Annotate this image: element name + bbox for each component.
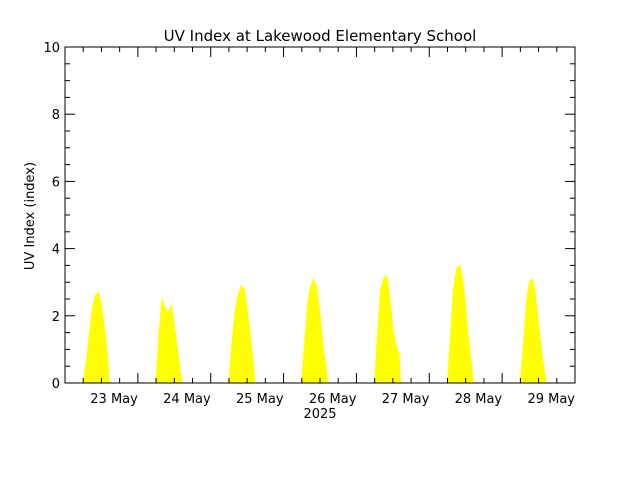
- y-tick-label: 6: [52, 175, 60, 190]
- y-tick-label: 8: [52, 108, 60, 123]
- x-tick-label: 26 May: [309, 392, 357, 407]
- axis-layer: 0 2 4 6 8 10 23 May 24 May 25 May 26 May 27 May 28 …: [43, 41, 576, 407]
- x-tick-label: 29 May: [527, 392, 575, 407]
- x-tick-label: 25 May: [236, 392, 284, 407]
- x-tick-label: 27 May: [382, 392, 430, 407]
- y-axis-label: UV Index (index): [23, 162, 38, 270]
- uv-area-series-1-day-2: [155, 298, 183, 384]
- x-axis-label: 2025: [303, 407, 336, 422]
- data-layer: [82, 264, 547, 384]
- x-tick-label: 24 May: [163, 392, 211, 407]
- chart-title: UV Index at Lakewood Elementary School: [164, 27, 477, 45]
- uv-area-series-1-day-5: [374, 274, 401, 384]
- y-tick-label: 0: [52, 377, 60, 392]
- y-tick-label: 2: [52, 310, 60, 325]
- y-tick-label: 10: [43, 41, 60, 56]
- uv-area-series-1-day-1: [82, 291, 110, 384]
- x-tick-label: 28 May: [455, 392, 503, 407]
- x-tick-label: 23 May: [90, 392, 138, 407]
- uv-area-series-1-day-6: [446, 264, 474, 384]
- uv-area-series-1-day-7: [519, 277, 547, 384]
- y-tick-label: 4: [52, 243, 60, 258]
- uv-area-series-1-day-4: [301, 277, 329, 384]
- uv-area-series-1-day-3: [228, 284, 256, 384]
